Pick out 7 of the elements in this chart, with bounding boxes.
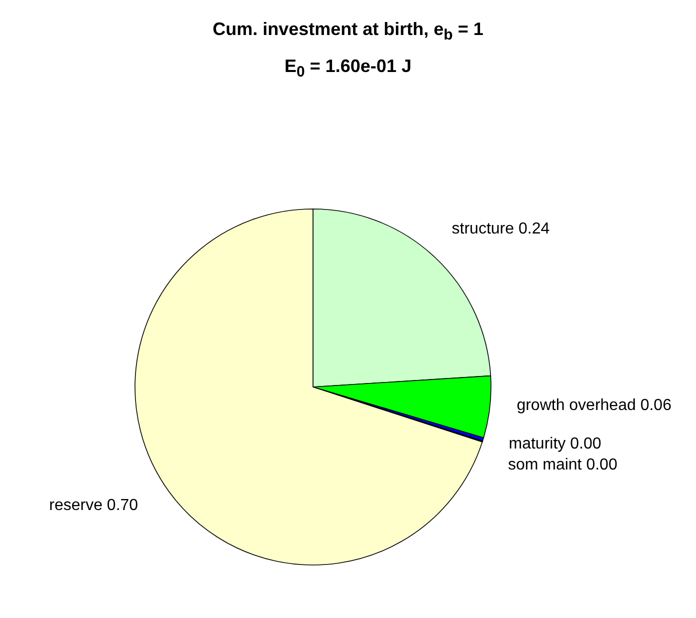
slice-label: maturity 0.00 [508, 435, 602, 452]
chart-subtitle: E$_{0}$ = 1.60e-01 J [284, 54, 412, 82]
slice-label: growth overhead 0.06 [516, 397, 672, 414]
chart-title: Cum. investment at birth, e$_{b}$ = 1 [212, 18, 484, 46]
slice-label: som maint 0.00 [508, 456, 618, 474]
slice-label: reserve 0.70 [49, 497, 138, 514]
slice-label: structure 0.24 [452, 220, 550, 238]
